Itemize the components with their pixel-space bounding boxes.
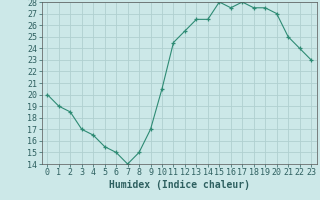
X-axis label: Humidex (Indice chaleur): Humidex (Indice chaleur) <box>109 180 250 190</box>
